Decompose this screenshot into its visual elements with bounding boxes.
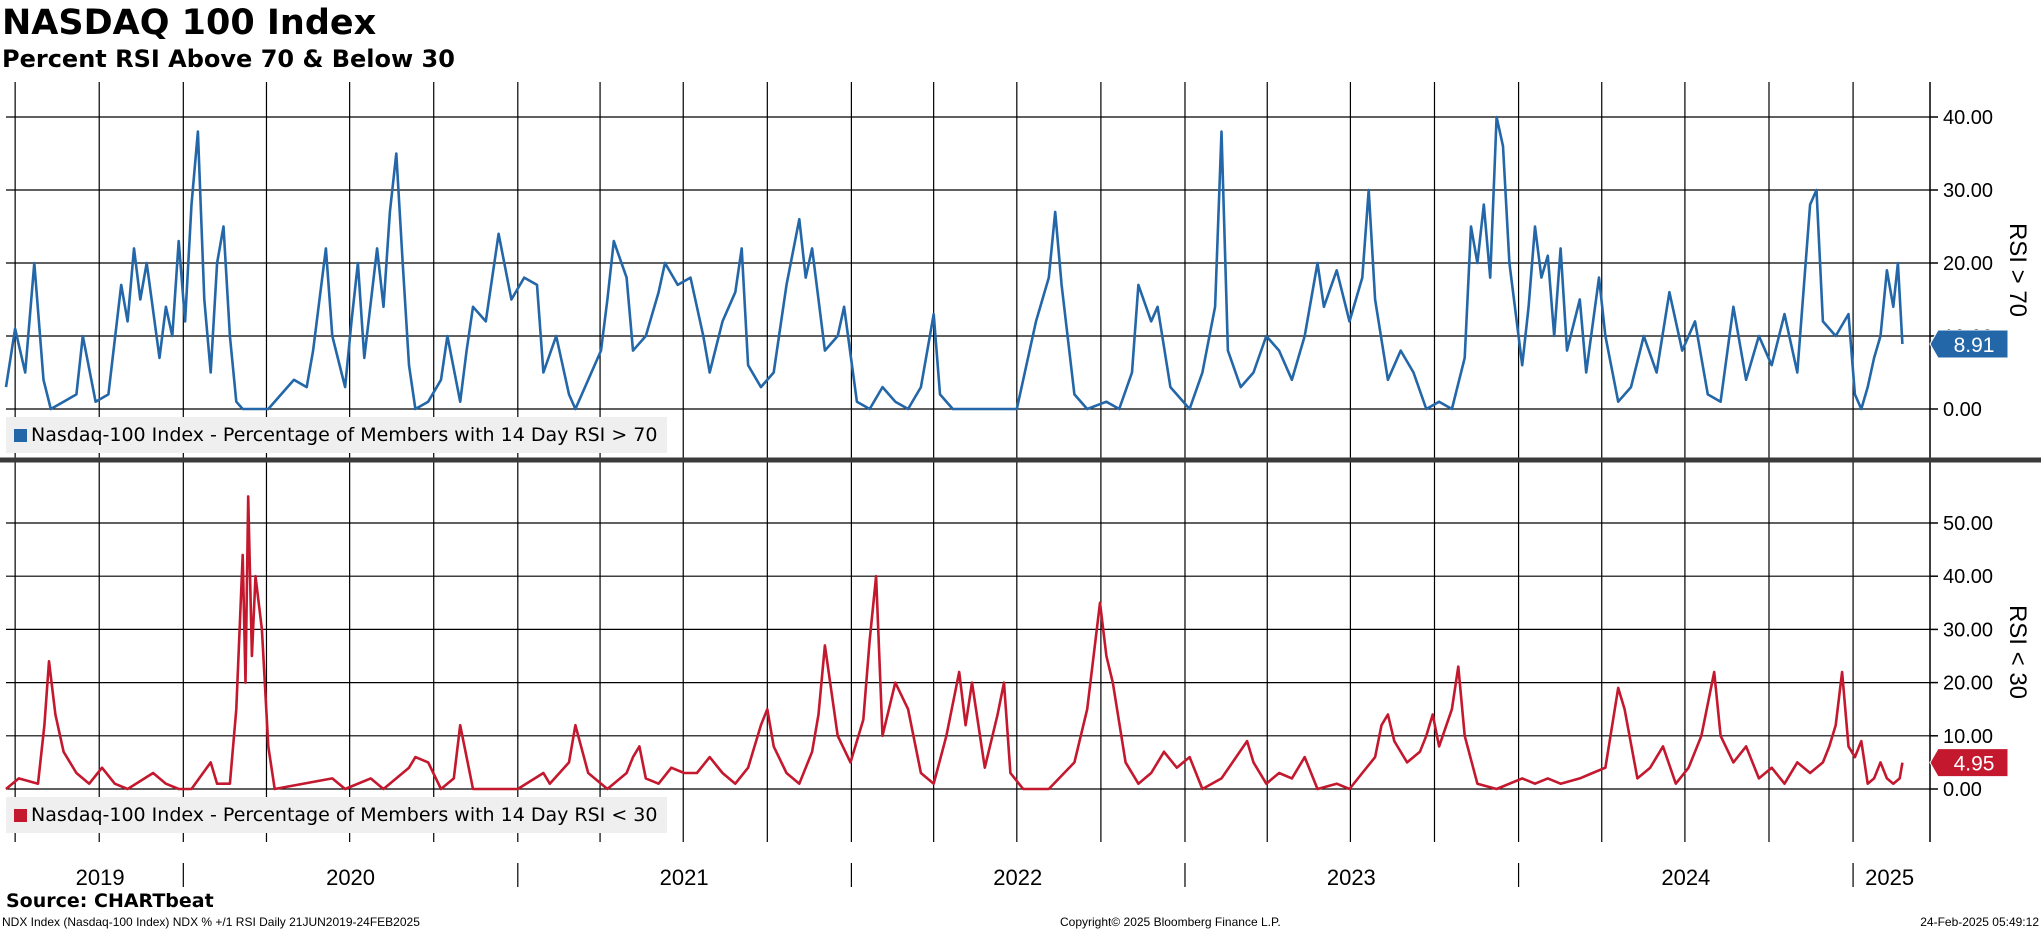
xtick-label-2023: 2023 bbox=[1327, 865, 1376, 890]
ylabel-p1: RSI < 30 bbox=[2004, 605, 2031, 699]
last-value-tag-p0 bbox=[1929, 329, 2009, 359]
ytick-label-p0-3: 30.00 bbox=[1943, 180, 1993, 202]
xtick-label-2024: 2024 bbox=[1661, 865, 1710, 890]
series-line-p0 bbox=[4, 115, 1904, 411]
ytick-label-p0-2: 20.00 bbox=[1943, 253, 1993, 275]
chart-title: NASDAQ 100 Index bbox=[2, 3, 377, 43]
legend-lower-swatch bbox=[14, 808, 27, 822]
ytick-label-p1-3: 30.00 bbox=[1943, 619, 1993, 641]
legend-upper-swatch bbox=[14, 428, 27, 442]
xtick-label-2025: 2025 bbox=[1865, 865, 1914, 890]
series-line-p1 bbox=[5, 495, 1904, 791]
source-note: Source: CHARTbeat bbox=[6, 890, 214, 912]
last-value-label-p1: 4.95 bbox=[1954, 753, 1995, 776]
legend-lower: Nasdaq-100 Index - Percentage of Members… bbox=[6, 797, 668, 833]
last-value-tag-p1 bbox=[1929, 748, 2009, 778]
legend-upper: Nasdaq-100 Index - Percentage of Members… bbox=[6, 417, 668, 453]
ylabel-p0: RSI > 70 bbox=[2004, 223, 2031, 317]
chart-subtitle: Percent RSI Above 70 & Below 30 bbox=[2, 45, 455, 73]
ytick-label-p1-5: 50.00 bbox=[1943, 513, 1993, 535]
legend-upper-label: Nasdaq-100 Index - Percentage of Members… bbox=[31, 424, 658, 446]
xtick-label-2019: 2019 bbox=[76, 865, 125, 890]
ytick-label-p0-4: 40.00 bbox=[1943, 107, 1993, 129]
ytick-label-p1-0: 0.00 bbox=[1943, 779, 1982, 801]
ytick-label-p1-4: 40.00 bbox=[1943, 566, 1993, 588]
footer-left: NDX Index (Nasdaq-100 Index) NDX % +/1 R… bbox=[2, 915, 420, 929]
xtick-label-2022: 2022 bbox=[993, 865, 1042, 890]
footer-right: 24-Feb-2025 05:49:12 bbox=[1920, 915, 2039, 929]
ytick-label-p1-1: 10.00 bbox=[1943, 726, 1993, 748]
ytick-label-p0-0: 0.00 bbox=[1943, 399, 1982, 421]
footer-center: Copyright© 2025 Bloomberg Finance L.P. bbox=[1060, 915, 1281, 929]
ytick-label-p1-2: 20.00 bbox=[1943, 673, 1993, 695]
xtick-label-2021: 2021 bbox=[660, 865, 709, 890]
legend-lower-label: Nasdaq-100 Index - Percentage of Members… bbox=[31, 804, 658, 826]
last-value-label-p0: 8.91 bbox=[1954, 334, 1995, 357]
xtick-label-2020: 2020 bbox=[326, 865, 375, 890]
